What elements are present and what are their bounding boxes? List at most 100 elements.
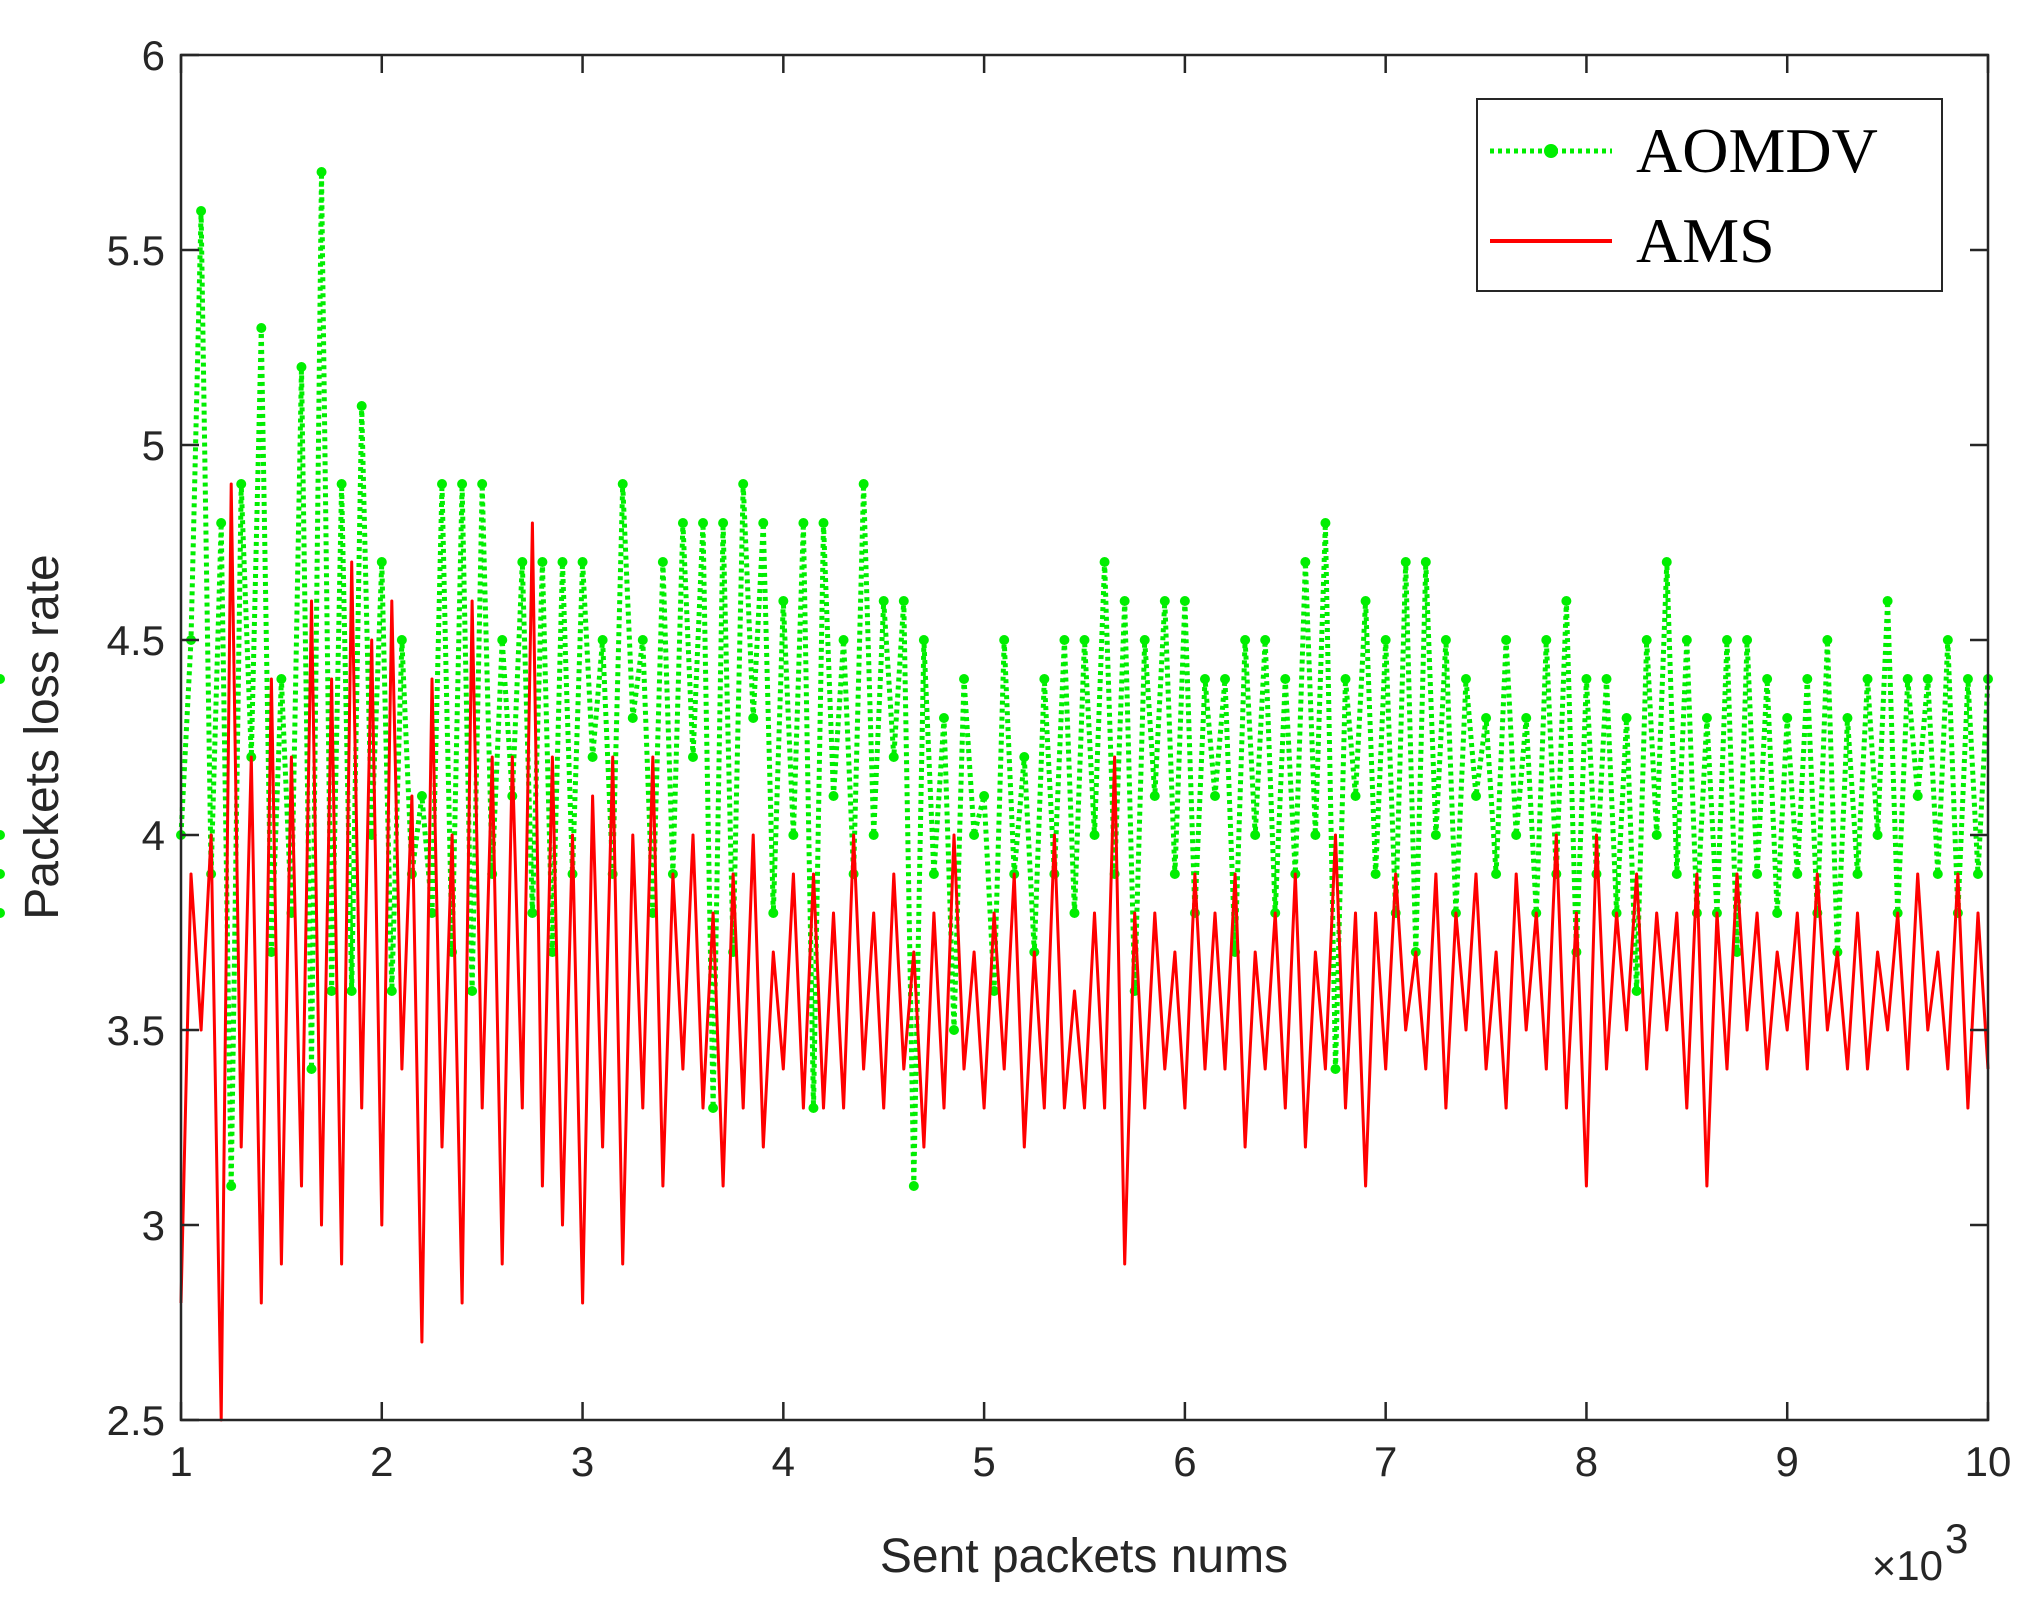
y-tick-labels: 2.5 3 3.5 4 4.5 5 5.5 6 <box>107 32 165 1444</box>
data-point-aomdv <box>1019 752 1030 762</box>
data-point-aomdv <box>1079 635 1090 645</box>
x-tick-label: 7 <box>1374 1438 1397 1485</box>
data-point-aomdv <box>1440 635 1451 645</box>
data-point-aomdv <box>1099 557 1110 567</box>
data-point-aomdv <box>999 635 1010 645</box>
data-point-aomdv <box>1511 830 1522 840</box>
data-point-aomdv <box>1220 674 1231 684</box>
x-tick-label: 5 <box>972 1438 995 1485</box>
data-point-aomdv <box>1521 713 1532 723</box>
data-point-aomdv <box>1802 674 1813 684</box>
data-point-aomdv <box>0 830 5 840</box>
y-tick-label: 4 <box>142 812 165 859</box>
data-point-aomdv <box>1210 791 1221 801</box>
data-point-aomdv <box>1772 908 1783 918</box>
data-point-aomdv <box>788 830 799 840</box>
data-point-aomdv <box>938 713 949 723</box>
legend-box <box>1476 98 1943 292</box>
data-point-aomdv <box>1912 791 1923 801</box>
data-point-aomdv <box>226 1181 237 1191</box>
data-point-aomdv <box>838 635 849 645</box>
data-point-aomdv <box>517 557 528 567</box>
data-point-aomdv <box>1852 869 1863 879</box>
data-point-aomdv <box>637 635 648 645</box>
y-tick-label: 6 <box>142 32 165 79</box>
data-point-aomdv <box>1069 908 1080 918</box>
y-tick-label: 3.5 <box>107 1007 165 1054</box>
data-point-aomdv <box>698 518 709 528</box>
data-point-aomdv <box>1621 713 1632 723</box>
data-point-aomdv <box>346 986 357 996</box>
x-tick-labels: 1 2 3 4 5 6 7 8 9 10 <box>169 1438 2011 1485</box>
x-tick-label: 9 <box>1776 1438 1799 1485</box>
data-point-aomdv <box>1400 557 1411 567</box>
data-point-aomdv <box>1139 635 1150 645</box>
data-point-aomdv <box>1471 791 1482 801</box>
data-point-aomdv <box>1250 830 1261 840</box>
data-point-aomdv <box>1119 596 1130 606</box>
x-tick-label: 1 <box>169 1438 192 1485</box>
data-point-aomdv <box>1280 674 1291 684</box>
data-point-aomdv <box>718 518 729 528</box>
data-point-aomdv <box>617 479 628 489</box>
data-point-aomdv <box>1149 791 1160 801</box>
data-point-aomdv <box>1260 635 1271 645</box>
data-point-aomdv <box>527 908 538 918</box>
data-point-aomdv <box>708 1103 719 1113</box>
data-point-aomdv <box>236 479 247 489</box>
data-point-aomdv <box>326 986 337 996</box>
y-tick-label: 5 <box>142 422 165 469</box>
data-point-aomdv <box>1962 674 1973 684</box>
data-point-aomdv <box>356 401 367 411</box>
data-point-aomdv <box>928 869 939 879</box>
x-exponent-label: ×10 <box>1872 1542 1943 1589</box>
data-point-aomdv <box>878 596 889 606</box>
data-point-aomdv <box>266 947 277 957</box>
data-point-aomdv <box>948 1025 959 1035</box>
data-point-aomdv <box>306 1064 317 1074</box>
data-point-aomdv <box>687 752 698 762</box>
data-point-aomdv <box>216 518 227 528</box>
data-point-aomdv <box>1039 674 1050 684</box>
data-point-aomdv <box>1752 869 1763 879</box>
y-tick-label: 5.5 <box>107 227 165 274</box>
x-tick-label: 3 <box>571 1438 594 1485</box>
x-axis-title: Sent packets nums <box>880 1530 1288 1583</box>
y-tick-label: 3 <box>142 1202 165 1249</box>
data-point-aomdv <box>1300 557 1311 567</box>
data-point-aomdv <box>577 557 588 567</box>
data-point-aomdv <box>1360 596 1371 606</box>
data-point-aomdv <box>386 986 397 996</box>
data-point-aomdv <box>738 479 749 489</box>
x-tick-label: 8 <box>1575 1438 1598 1485</box>
data-point-aomdv <box>477 479 488 489</box>
x-tick-label: 6 <box>1173 1438 1196 1485</box>
data-point-aomdv <box>1240 635 1251 645</box>
data-point-aomdv <box>1792 869 1803 879</box>
data-point-aomdv <box>416 791 427 801</box>
data-point-aomdv <box>1972 869 1983 879</box>
data-point-aomdv <box>868 830 879 840</box>
data-point-aomdv <box>256 323 267 333</box>
data-point-aomdv <box>1762 674 1773 684</box>
data-point-aomdv <box>0 869 5 879</box>
data-point-aomdv <box>497 635 508 645</box>
data-point-aomdv <box>437 479 448 489</box>
data-point-aomdv <box>1902 674 1913 684</box>
data-point-aomdv <box>467 986 478 996</box>
data-point-aomdv <box>1089 830 1100 840</box>
x-tick-label: 4 <box>772 1438 795 1485</box>
data-point-aomdv <box>1842 713 1853 723</box>
data-point-aomdv <box>818 518 829 528</box>
data-point-aomdv <box>918 635 929 645</box>
data-point-aomdv <box>828 791 839 801</box>
data-point-aomdv <box>537 557 548 567</box>
data-point-aomdv <box>1942 635 1953 645</box>
data-point-aomdv <box>1581 674 1592 684</box>
series-layer <box>0 167 1993 1422</box>
data-point-aomdv <box>1481 713 1492 723</box>
y-axis-title: Packets loss rate <box>16 554 69 919</box>
data-point-aomdv <box>979 791 990 801</box>
data-point-aomdv <box>1179 596 1190 606</box>
